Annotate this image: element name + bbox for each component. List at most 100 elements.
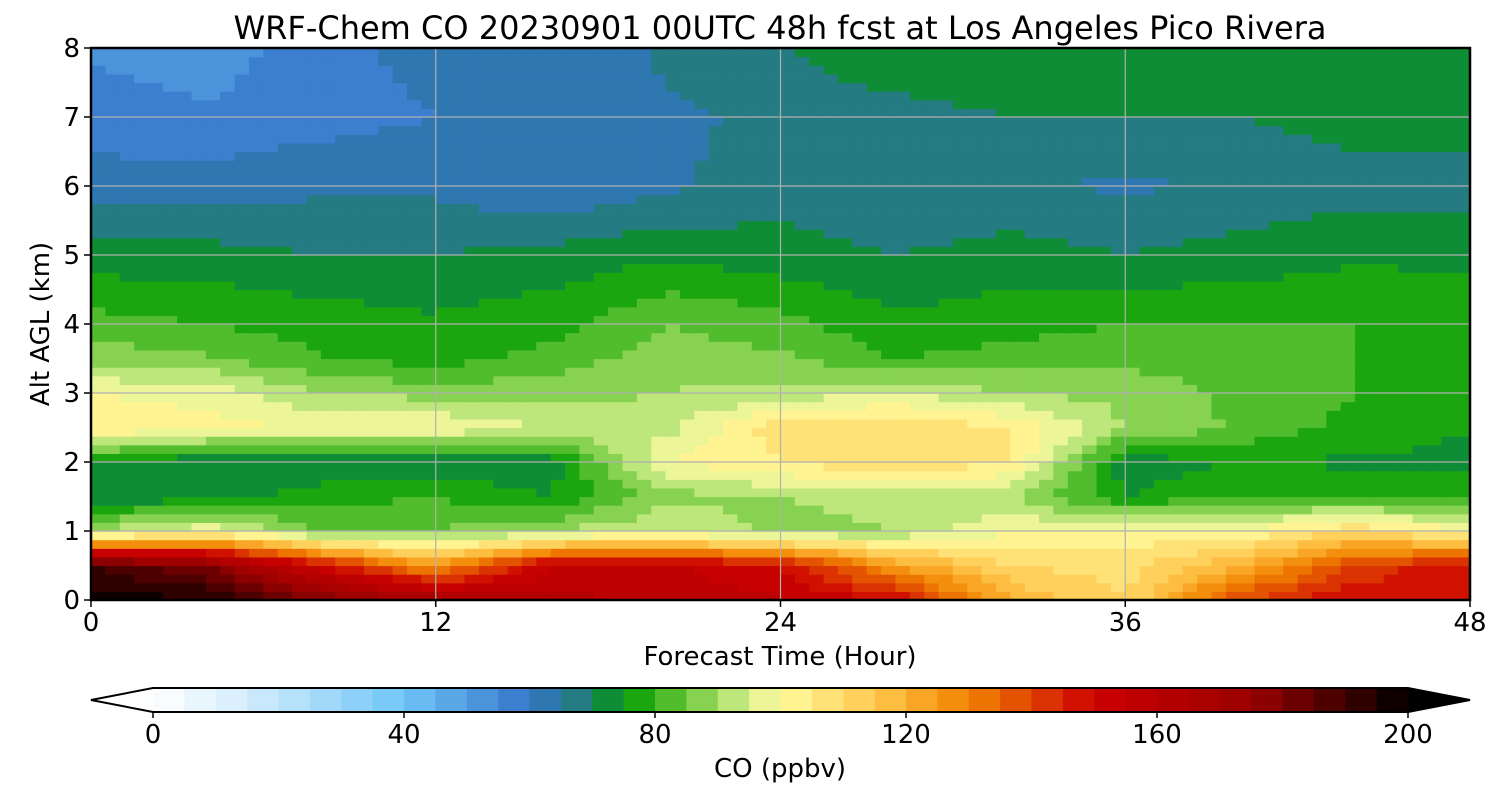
heatmap-cell xyxy=(493,505,509,515)
heatmap-cell xyxy=(349,479,365,489)
heatmap-cell xyxy=(1125,375,1141,385)
heatmap-cell xyxy=(1412,453,1428,463)
heatmap-cell xyxy=(292,591,308,600)
heatmap-cell xyxy=(1340,255,1356,265)
heatmap-cell xyxy=(1441,298,1457,308)
heatmap-cell xyxy=(1398,211,1414,222)
heatmap-cell xyxy=(1297,418,1313,429)
heatmap-cell xyxy=(263,470,279,480)
heatmap-cell xyxy=(1340,427,1356,437)
heatmap-cell xyxy=(1340,324,1356,334)
heatmap-cell xyxy=(1455,358,1470,368)
heatmap-cell xyxy=(1211,203,1227,213)
heatmap-cell xyxy=(450,186,466,196)
heatmap-cell xyxy=(1254,177,1270,187)
heatmap-cell xyxy=(1268,539,1284,549)
heatmap-cell xyxy=(938,341,954,351)
heatmap-cell xyxy=(694,246,710,256)
heatmap-cell xyxy=(205,401,221,411)
heatmap-cell xyxy=(1340,548,1356,558)
heatmap-cell xyxy=(622,470,638,480)
heatmap-cell xyxy=(694,237,710,247)
heatmap-cell xyxy=(1053,513,1069,523)
heatmap-cell xyxy=(306,315,322,325)
heatmap-cell xyxy=(1355,427,1371,437)
heatmap-cell xyxy=(407,479,422,489)
heatmap-cell xyxy=(1254,358,1270,368)
heatmap-cell xyxy=(234,522,250,532)
heatmap-cell xyxy=(249,298,264,308)
heatmap-cell xyxy=(162,229,178,239)
heatmap-cell xyxy=(708,505,724,515)
heatmap-cell xyxy=(1297,315,1313,325)
heatmap-cell xyxy=(1340,220,1356,230)
heatmap-cell xyxy=(1211,229,1227,239)
heatmap-cell xyxy=(349,177,365,187)
heatmap-cell xyxy=(249,367,264,377)
heatmap-cell xyxy=(1297,565,1313,575)
heatmap-cell xyxy=(1153,427,1169,437)
heatmap-cell xyxy=(1383,367,1399,377)
heatmap-cell xyxy=(1311,349,1327,360)
heatmap-cell xyxy=(105,349,121,360)
heatmap-cell xyxy=(665,436,681,446)
heatmap-cell xyxy=(306,522,322,532)
heatmap-cell xyxy=(995,479,1011,489)
heatmap-cell xyxy=(263,496,279,506)
heatmap-cell xyxy=(794,591,810,600)
heatmap-cell xyxy=(909,401,925,411)
heatmap-cell xyxy=(1398,410,1414,420)
heatmap-cell xyxy=(636,151,652,161)
heatmap-cell xyxy=(507,177,523,187)
heatmap-cell xyxy=(895,203,911,213)
heatmap-cell xyxy=(220,505,236,515)
heatmap-cell xyxy=(234,289,250,299)
heatmap-cell xyxy=(407,393,422,403)
heatmap-cell xyxy=(1455,255,1470,265)
heatmap-cell xyxy=(205,349,221,360)
heatmap-cell xyxy=(91,436,106,446)
heatmap-cell xyxy=(220,237,236,247)
heatmap-cell xyxy=(1369,513,1385,523)
heatmap-cell xyxy=(723,186,738,196)
heatmap-cell xyxy=(651,211,667,222)
heatmap-cell xyxy=(1398,324,1414,334)
heatmap-cell xyxy=(924,505,940,515)
heatmap-cell xyxy=(1426,177,1442,187)
heatmap-cell xyxy=(1355,349,1371,360)
heatmap-cell xyxy=(636,418,652,429)
heatmap-cell xyxy=(751,565,767,575)
heatmap-cell xyxy=(1240,548,1256,558)
heatmap-cell xyxy=(378,531,394,541)
heatmap-cell xyxy=(134,453,150,463)
heatmap-cell xyxy=(1441,418,1457,429)
heatmap-cell xyxy=(1426,324,1442,334)
heatmap-cell xyxy=(981,444,997,454)
heatmap-cell xyxy=(1082,186,1098,196)
heatmap-cell xyxy=(852,237,868,247)
heatmap-cell xyxy=(507,203,523,213)
heatmap-cell xyxy=(579,177,595,187)
heatmap-cell xyxy=(292,272,308,282)
heatmap-cell xyxy=(780,358,796,368)
heatmap-cell xyxy=(134,177,150,187)
heatmap-cell xyxy=(220,298,236,308)
heatmap-cell xyxy=(1211,444,1227,454)
heatmap-cell xyxy=(1211,168,1227,178)
heatmap-cell xyxy=(1240,479,1256,489)
heatmap-cell xyxy=(1412,418,1428,429)
heatmap-cell xyxy=(277,539,293,549)
heatmap-cell xyxy=(392,332,408,342)
heatmap-cell xyxy=(363,513,379,523)
heatmap-cell xyxy=(1053,177,1069,187)
heatmap-cell xyxy=(622,401,638,411)
heatmap-cell xyxy=(608,496,624,506)
heatmap-cell xyxy=(622,505,638,515)
heatmap-cell xyxy=(1311,151,1327,161)
heatmap-cell xyxy=(593,194,609,204)
heatmap-cell xyxy=(866,436,882,446)
heatmap-cell xyxy=(1067,349,1083,360)
heatmap-cell xyxy=(1340,418,1356,429)
heatmap-cell xyxy=(435,289,451,299)
heatmap-cell xyxy=(852,246,868,256)
